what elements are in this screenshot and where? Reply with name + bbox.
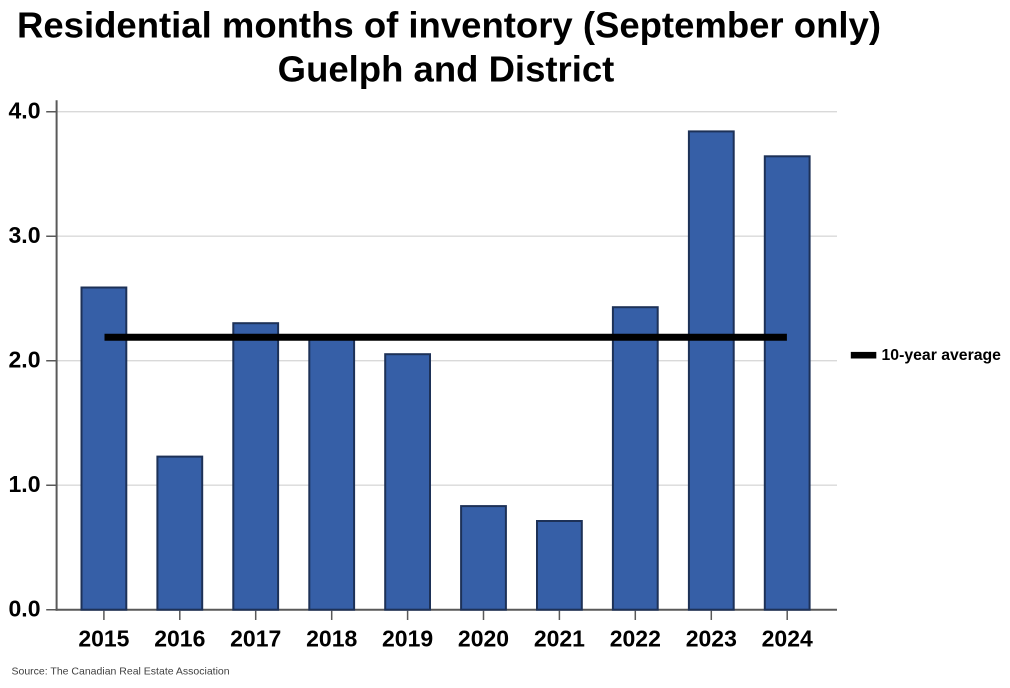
svg-text:2018: 2018 (306, 626, 357, 652)
svg-text:3.0: 3.0 (9, 222, 41, 248)
svg-text:10-year average: 10-year average (882, 347, 1002, 364)
svg-text:2023: 2023 (686, 626, 737, 652)
svg-text:Guelph and District: Guelph and District (278, 49, 615, 90)
svg-text:2019: 2019 (382, 626, 433, 652)
svg-text:Source: The Canadian Real Esta: Source: The Canadian Real Estate Associa… (12, 666, 230, 678)
svg-text:4.0: 4.0 (9, 98, 41, 124)
svg-text:2021: 2021 (534, 626, 585, 652)
svg-text:2020: 2020 (458, 626, 509, 652)
svg-text:2017: 2017 (230, 626, 281, 652)
svg-text:Residential months of inventor: Residential months of inventory (Septemb… (17, 5, 881, 46)
svg-text:1.0: 1.0 (9, 471, 41, 497)
svg-text:2.0: 2.0 (9, 347, 41, 373)
svg-text:2016: 2016 (154, 626, 205, 652)
svg-text:2015: 2015 (78, 626, 129, 652)
svg-text:2024: 2024 (762, 626, 813, 652)
svg-text:0.0: 0.0 (9, 596, 41, 622)
svg-text:2022: 2022 (610, 626, 661, 652)
